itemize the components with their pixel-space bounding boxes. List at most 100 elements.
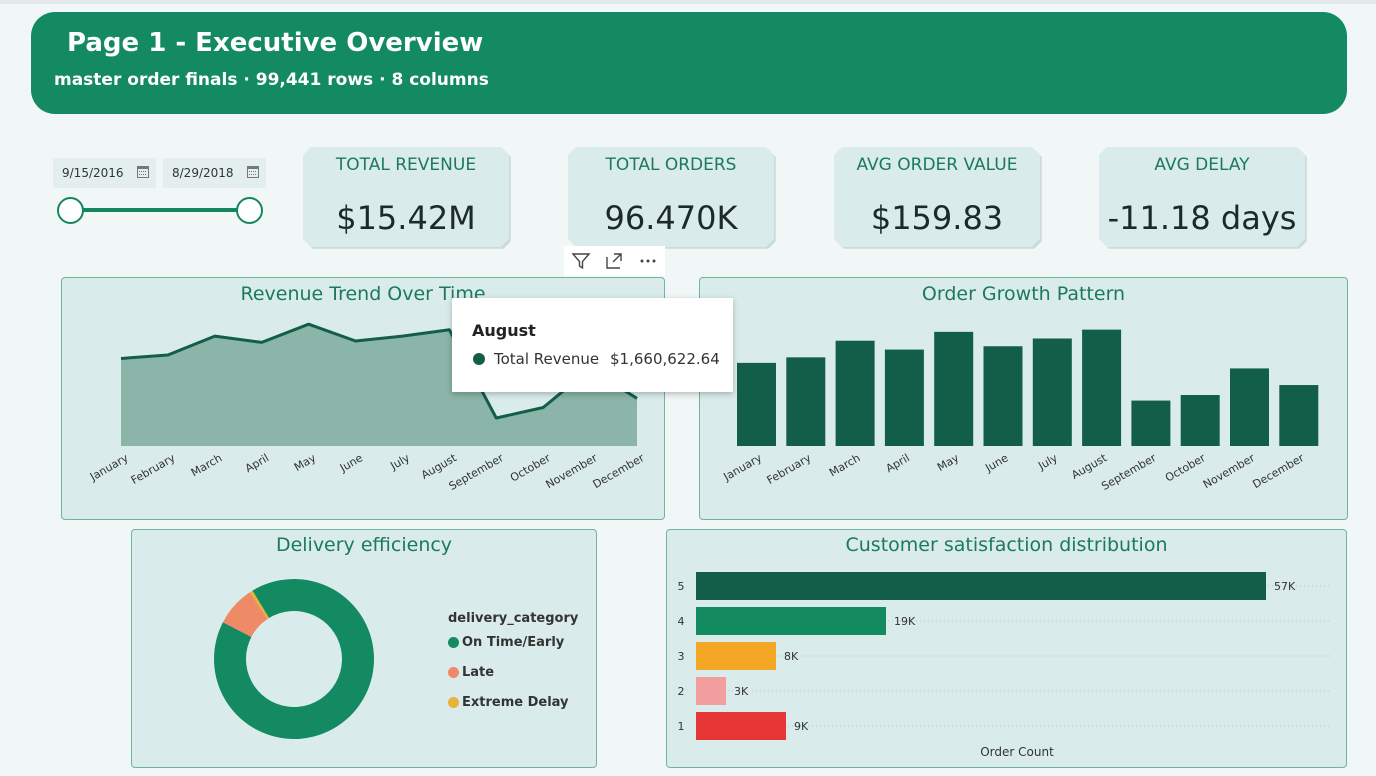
kpi-value: $15.42M (336, 199, 476, 237)
kpi-value: -11.18 days (1107, 199, 1297, 237)
data-label: 3K (734, 685, 749, 698)
calendar-icon[interactable] (247, 166, 259, 178)
bar (884, 349, 924, 446)
tooltip-series-dot (473, 353, 485, 365)
tooltip-series-label: Total Revenue (494, 350, 600, 368)
end-date-value: 8/29/2018 (172, 166, 234, 180)
y-tick-label: 4 (678, 615, 685, 628)
bar (696, 677, 726, 705)
chart-title: Customer satisfaction distribution (845, 534, 1168, 556)
bar (696, 607, 886, 635)
chart-tooltip: August Total Revenue $1,660,622.64 (452, 298, 733, 392)
data-label: 9K (794, 720, 809, 733)
filter-icon[interactable] (569, 250, 593, 272)
bar (786, 357, 826, 446)
bar (696, 572, 1266, 600)
focus-mode-icon[interactable] (602, 250, 626, 272)
y-tick-label: 1 (678, 720, 685, 733)
visual-header-toolbar (564, 246, 665, 276)
kpi-card-total-revenue[interactable]: TOTAL REVENUE $15.42M (303, 147, 509, 247)
kpi-label: TOTAL ORDERS (605, 155, 737, 175)
page-header: Page 1 - Executive Overview master order… (31, 12, 1347, 114)
x-tick-label: May (935, 451, 962, 474)
start-date-input[interactable]: 9/15/2016 (53, 158, 156, 188)
x-tick-label: December (591, 451, 647, 491)
donut-slice-extreme-delay (249, 590, 270, 619)
x-tick-label: April (884, 451, 912, 475)
x-tick-label: June (982, 451, 1010, 475)
order-growth-panel[interactable]: Order Growth Pattern January February Marc… (699, 277, 1348, 520)
x-axis-label: Order Count (980, 745, 1054, 759)
legend-label: On Time/Early (462, 635, 565, 650)
x-tick-label: March (189, 451, 225, 479)
series-line (120, 322, 638, 420)
legend-label: Late (462, 665, 495, 680)
kpi-label: AVG ORDER VALUE (856, 155, 1018, 175)
bar (696, 642, 776, 670)
x-tick-label: January (87, 451, 131, 484)
legend-item-late[interactable]: Late (448, 665, 578, 680)
date-range-start-handle[interactable] (57, 197, 84, 224)
tooltip-series-value: $1,660,622.64 (610, 350, 720, 368)
kpi-card-total-orders[interactable]: TOTAL ORDERS 96.470K (568, 147, 774, 247)
customer-satisfaction-panel[interactable]: Customer satisfaction distribution 5 57K 4… (666, 529, 1347, 768)
date-range-track[interactable] (70, 208, 250, 212)
bar (1032, 338, 1072, 446)
y-tick-label: 2 (678, 685, 685, 698)
delivery-donut-chart[interactable] (132, 530, 598, 769)
order-bar-chart[interactable]: January February March April May June July Augu… (700, 278, 1349, 521)
bar (1279, 385, 1319, 446)
start-date-value: 9/15/2016 (62, 166, 124, 180)
calendar-icon[interactable] (137, 166, 149, 178)
y-tick-label: 3 (678, 650, 685, 663)
bar (1131, 400, 1171, 446)
revenue-trend-panel[interactable]: Revenue Trend Over Time January February M… (61, 277, 665, 520)
page-subtitle: master order finals · 99,441 rows · 8 co… (54, 70, 489, 90)
end-date-input[interactable]: 8/29/2018 (163, 158, 266, 188)
chart-title: Delivery efficiency (275, 534, 453, 556)
x-tick-label: February (765, 451, 814, 487)
x-tick-label: December (1250, 451, 1306, 491)
x-tick-label: July (1035, 451, 1060, 473)
x-tick-label: September (1099, 451, 1159, 493)
legend-label: Extreme Delay (462, 695, 569, 710)
bar (737, 362, 776, 446)
tooltip-title: August (472, 321, 536, 340)
x-tick-label: January (721, 451, 765, 484)
legend-item-extreme-delay[interactable]: Extreme Delay (448, 695, 578, 710)
window-top-border (0, 0, 1376, 4)
page-title: Page 1 - Executive Overview (67, 28, 484, 58)
bar (1230, 368, 1269, 446)
legend-dot (448, 637, 459, 648)
bar (1082, 329, 1122, 446)
x-tick-label: June (337, 451, 365, 475)
delivery-efficiency-panel[interactable]: Delivery efficiency (131, 529, 597, 768)
more-options-icon[interactable] (636, 250, 660, 272)
x-tick-label: May (292, 451, 319, 474)
x-tick-label: March (827, 451, 863, 479)
legend-dot (448, 697, 459, 708)
x-tick-label: November (544, 451, 600, 491)
legend-title: delivery_category (448, 611, 579, 626)
bar (1180, 395, 1220, 446)
y-tick-label: 5 (678, 580, 685, 593)
bar (983, 346, 1023, 446)
x-tick-label: August (1069, 451, 1109, 482)
x-tick-label: February (129, 451, 178, 487)
legend-item-on-time[interactable]: On Time/Early (448, 635, 578, 650)
donut-slice-late (222, 592, 268, 637)
data-label: 57K (1274, 580, 1296, 593)
kpi-value: 96.470K (604, 199, 738, 237)
chart-title: Revenue Trend Over Time (240, 283, 486, 305)
donut-slice-on-time-early (214, 579, 375, 739)
delivery-legend: delivery_category On Time/Early Late Ext… (448, 611, 578, 722)
legend-dot (448, 667, 459, 678)
kpi-card-avg-order-value[interactable]: AVG ORDER VALUE $159.83 (834, 147, 1040, 247)
date-range-end-handle[interactable] (236, 197, 263, 224)
x-tick-label: July (387, 451, 412, 473)
bar (934, 331, 974, 446)
x-tick-label: November (1201, 451, 1257, 491)
kpi-card-avg-delay[interactable]: AVG DELAY -11.18 days (1099, 147, 1305, 247)
